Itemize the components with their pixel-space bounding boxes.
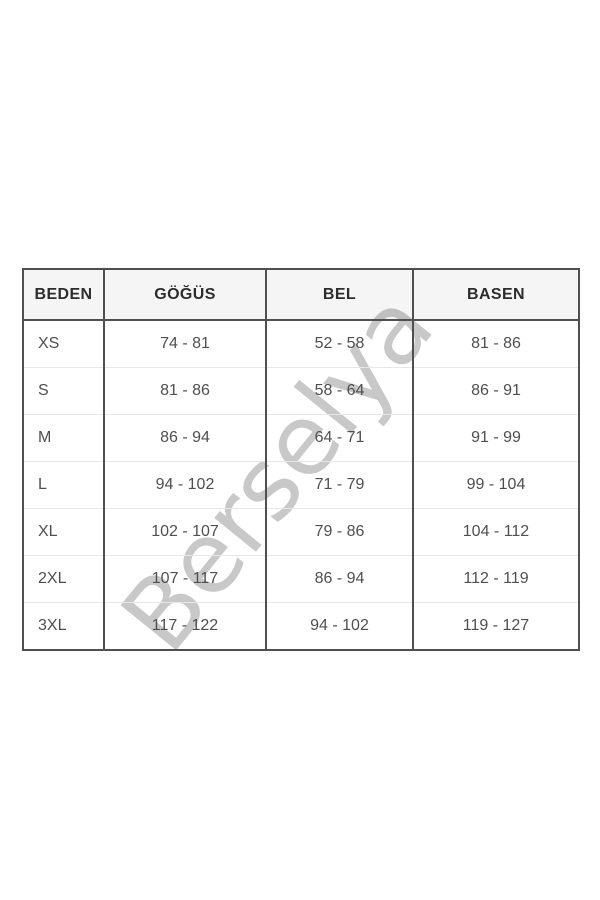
waist-cell: 94 - 102 <box>265 602 413 650</box>
hip-cell: 112 - 119 <box>412 555 579 603</box>
size-chart-table: BEDEN GÖĞÜS BEL BASEN XS 74 - 81 52 - 58… <box>22 268 580 651</box>
table-row: 3XL 117 - 122 94 - 102 119 - 127 <box>22 602 579 650</box>
table-row: M 86 - 94 64 - 71 91 - 99 <box>22 414 579 462</box>
column-header-gogus: GÖĞÜS <box>103 269 266 321</box>
hip-cell: 119 - 127 <box>412 602 579 650</box>
chest-cell: 117 - 122 <box>103 602 266 650</box>
size-cell: 3XL <box>22 602 104 650</box>
hip-cell: 86 - 91 <box>412 367 579 415</box>
waist-cell: 52 - 58 <box>265 320 413 368</box>
waist-cell: 58 - 64 <box>265 367 413 415</box>
chest-cell: 102 - 107 <box>103 508 266 556</box>
column-header-basen: BASEN <box>412 269 579 321</box>
size-cell: XS <box>22 320 104 368</box>
table-row: L 94 - 102 71 - 79 99 - 104 <box>22 461 579 509</box>
waist-cell: 71 - 79 <box>265 461 413 509</box>
size-cell: 2XL <box>22 555 104 603</box>
waist-cell: 79 - 86 <box>265 508 413 556</box>
size-cell: L <box>22 461 104 509</box>
size-cell: M <box>22 414 104 462</box>
chest-cell: 86 - 94 <box>103 414 266 462</box>
table-row: XL 102 - 107 79 - 86 104 - 112 <box>22 508 579 556</box>
chest-cell: 81 - 86 <box>103 367 266 415</box>
table-row: XS 74 - 81 52 - 58 81 - 86 <box>22 320 579 368</box>
hip-cell: 99 - 104 <box>412 461 579 509</box>
hip-cell: 104 - 112 <box>412 508 579 556</box>
column-header-beden: BEDEN <box>22 269 104 321</box>
waist-cell: 64 - 71 <box>265 414 413 462</box>
chest-cell: 74 - 81 <box>103 320 266 368</box>
header-row: BEDEN GÖĞÜS BEL BASEN <box>22 269 579 321</box>
chest-cell: 107 - 117 <box>103 555 266 603</box>
waist-cell: 86 - 94 <box>265 555 413 603</box>
size-cell: S <box>22 367 104 415</box>
size-cell: XL <box>22 508 104 556</box>
hip-cell: 91 - 99 <box>412 414 579 462</box>
table-row: 2XL 107 - 117 86 - 94 112 - 119 <box>22 555 579 603</box>
column-header-bel: BEL <box>265 269 413 321</box>
chest-cell: 94 - 102 <box>103 461 266 509</box>
hip-cell: 81 - 86 <box>412 320 579 368</box>
table-row: S 81 - 86 58 - 64 86 - 91 <box>22 367 579 415</box>
